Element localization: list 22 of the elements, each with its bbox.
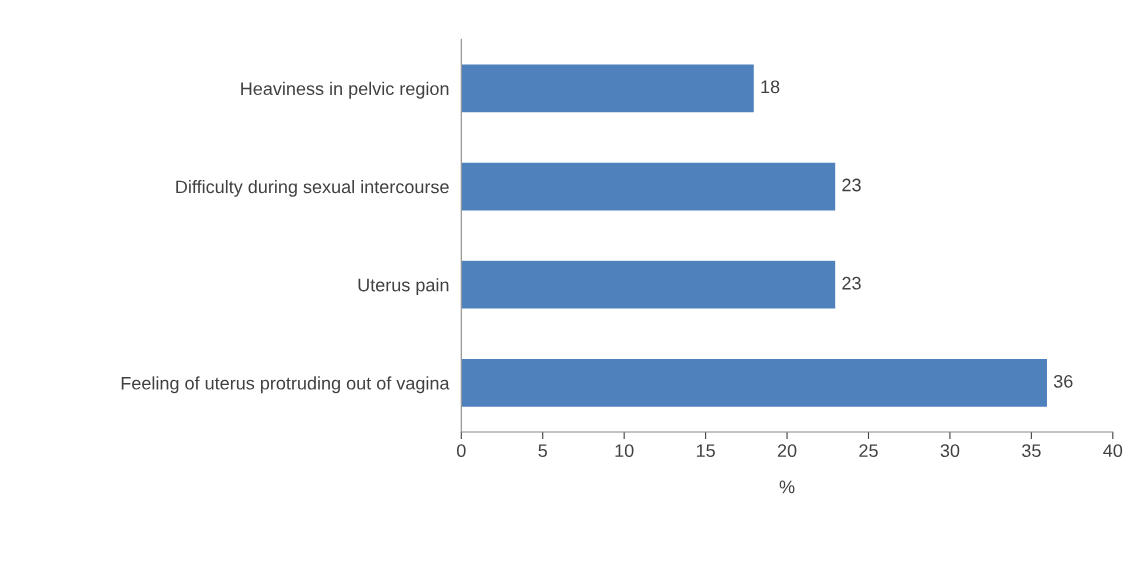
x-tick-label: 20	[777, 444, 797, 458]
data-label: 36	[1053, 374, 1073, 388]
x-tick-label: 5	[538, 444, 547, 458]
y-tick-label: Difficulty during sexual intercourse	[176, 179, 449, 197]
bar	[461, 63, 756, 114]
x-tick-label: 0	[456, 444, 466, 458]
x-tick-label: 10	[615, 444, 634, 458]
bar	[461, 357, 1049, 409]
x-tick-label: 25	[859, 444, 878, 458]
x-axis-title: %	[779, 480, 795, 494]
bar	[461, 161, 837, 212]
data-label: 23	[842, 276, 861, 290]
x-tick-label: 40	[1103, 444, 1123, 458]
x-tick-label: 35	[1022, 444, 1041, 458]
data-label: 18	[761, 80, 780, 94]
bar	[461, 259, 837, 310]
y-tick-label: Feeling of uterus protruding out of vagina	[121, 376, 450, 394]
y-tick-label: Heaviness in pelvic region	[241, 81, 449, 99]
x-tick-label: 30	[940, 444, 960, 458]
x-tick-label: 15	[696, 444, 715, 458]
data-label: 23	[842, 178, 861, 192]
y-tick-label: Uterus pain	[358, 278, 449, 295]
